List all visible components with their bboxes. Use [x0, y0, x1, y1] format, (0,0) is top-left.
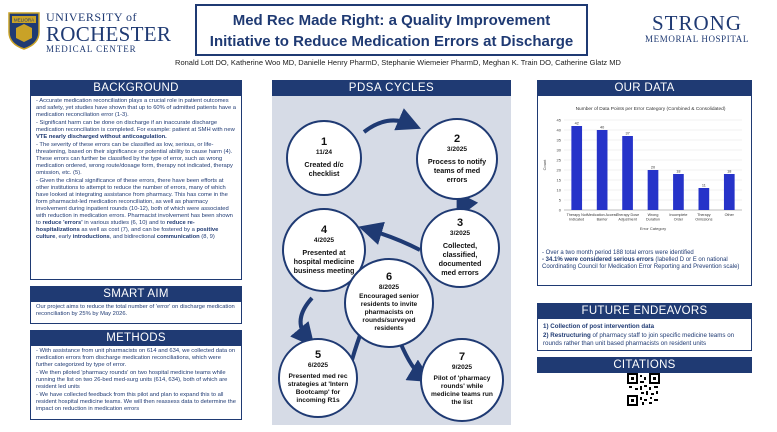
smart-aim-body: Our project aims to reduce the total num… [30, 302, 242, 324]
university-seal-icon: MELIORA [8, 12, 40, 50]
university-line1: UNIVERSITY of [46, 10, 138, 24]
bar [698, 188, 710, 210]
bar-value-label: 11 [702, 184, 706, 188]
y-tick-label: 35 [557, 138, 562, 143]
poster-title: Med Rec Made Right: a Quality Improvemen… [195, 4, 588, 56]
pdsa-heading: PDSA CYCLES [272, 80, 511, 96]
bar-value-label: 18 [727, 170, 731, 174]
left-column: BACKGROUND - Accurate medication reconci… [30, 80, 242, 420]
x-axis-label: Error Category [640, 226, 666, 231]
bar-value-label: 42 [575, 122, 579, 126]
background-paragraph: - Given the clinical significance of the… [36, 177, 233, 241]
title-line2: Initiative to Reduce Medication Errors a… [209, 33, 574, 50]
bar [673, 174, 684, 210]
authors-line: Ronald Lott DO, Katherine Woo MD, Daniel… [175, 58, 621, 67]
pdsa-cycle-1: 1 11/24 Created d/c checklist [286, 120, 362, 196]
right-column: OUR DATA Number of Data Points per Error… [537, 80, 752, 373]
chart-title: Number of Data Points per Error Category… [576, 106, 726, 112]
background-heading: BACKGROUND [30, 80, 242, 96]
bar-value-label: 20 [651, 166, 655, 170]
arrow-3-to-4 [358, 221, 421, 252]
y-tick-label: 0 [559, 208, 562, 213]
arrow-4-to-5 [290, 296, 315, 348]
x-tick-label: Omissions [695, 218, 712, 222]
citations-qr-code-icon[interactable] [627, 373, 660, 406]
x-tick-label: Adjustment [618, 218, 636, 222]
x-tick-label: Therapy [697, 213, 711, 217]
background-paragraph: - The severity of these errors can be cl… [36, 141, 233, 176]
methods-paragraph: - With assistance from unit pharmacists … [36, 348, 236, 369]
svg-text:MELIORA: MELIORA [14, 18, 34, 23]
title-line1: Med Rec Made Right: a Quality Improvemen… [232, 12, 551, 29]
y-tick-label: 25 [557, 158, 562, 163]
methods-heading: METHODS [30, 330, 242, 346]
data-bullet-2: - 34.1% were considered serious errors (… [542, 257, 740, 271]
university-line2: ROCHESTER [46, 22, 172, 46]
future-endeavors-body: 1) Collection of post intervention data … [537, 319, 752, 351]
y-tick-label: 10 [557, 188, 562, 193]
university-line3: MEDICAL CENTER [46, 44, 137, 54]
x-tick-label: Order [674, 218, 684, 222]
y-tick-label: 45 [557, 118, 562, 123]
our-data-heading: OUR DATA [537, 80, 752, 96]
y-tick-label: 15 [557, 178, 562, 183]
x-tick-label: Incomplete [669, 213, 687, 217]
university-of-rochester-logo: MELIORA UNIVERSITY of ROCHESTER MEDICAL … [6, 6, 178, 54]
poster-header: MELIORA UNIVERSITY of ROCHESTER MEDICAL … [0, 0, 777, 70]
pdsa-cycle-6: 6 8/2025 Encouraged senior residents to … [344, 258, 434, 348]
x-tick-label: Wrong [648, 213, 659, 217]
pdsa-cycle-4: 4 4/2025 Presented at hospital medicine … [282, 208, 366, 292]
methods-paragraph: - We then piloted 'pharmacy rounds' on t… [36, 369, 228, 390]
pdsa-panel: PDSA CYCLES 1 11/24 Created d/c checklis… [272, 80, 511, 425]
x-tick-label: Therapy Not [567, 213, 587, 217]
strong-memorial-logo: STRONG MEMORIAL HOSPITAL [622, 12, 772, 52]
our-data-body: Number of Data Points per Error Category… [537, 96, 752, 286]
x-tick-label: Indicated [569, 218, 584, 222]
y-tick-label: 30 [557, 148, 562, 153]
bar-value-label: 37 [625, 132, 629, 136]
bar-value-label: 40 [600, 126, 604, 130]
background-paragraph: - Accurate medication reconciliation pla… [36, 98, 237, 119]
y-axis-label: Count [542, 159, 547, 171]
future-endeavors-heading: FUTURE ENDEAVORS [537, 303, 752, 319]
bar [723, 174, 735, 210]
smart-aim-heading: SMART AIM [30, 286, 242, 302]
background-paragraph: - Significant harm can be done on discha… [36, 119, 235, 140]
arrow-1-to-2 [362, 108, 422, 134]
smart-aim-text: Our project aims to reduce the total num… [36, 304, 235, 318]
pdsa-cycle-7: 7 9/2025 Pilot of 'pharmacy rounds' whil… [420, 338, 504, 422]
data-bullet-1: - Over a two month period 188 total erro… [542, 250, 694, 256]
bar [647, 170, 659, 210]
citations-heading: CITATIONS [537, 357, 752, 373]
pdsa-cycle-5: 5 6/2025 Presented med rec strategies at… [278, 338, 358, 418]
error-category-chart: Number of Data Points per Error Category… [542, 106, 742, 231]
future-item-1: 1) Collection of post intervention data [543, 323, 655, 330]
x-tick-label: Other [725, 213, 735, 217]
bar [571, 126, 583, 210]
our-data-bullets: - Over a two month period 188 total erro… [540, 250, 749, 272]
x-tick-label: Duration [646, 218, 660, 222]
bar-value-label: 18 [676, 170, 680, 174]
arrow-6-to-7 [398, 341, 433, 383]
pdsa-cycle-3: 3 3/2025 Collected, classified, document… [420, 208, 500, 288]
future-item-2: 2) Restructuring of pharmacy staff to jo… [543, 331, 735, 347]
bar [596, 130, 608, 210]
strong-logo-line1: STRONG [651, 11, 742, 35]
bar [622, 136, 633, 210]
methods-paragraph: - We have collected feedback from this p… [36, 391, 236, 412]
strong-logo-line2: MEMORIAL HOSPITAL [645, 34, 749, 44]
pdsa-cycle-2: 2 3/2025 Process to notify teams of med … [416, 118, 498, 200]
y-tick-label: 5 [559, 198, 562, 203]
y-tick-label: 40 [557, 128, 562, 133]
x-tick-label: Therapy Dose [616, 213, 639, 217]
x-tick-label: Medication Access [587, 213, 618, 217]
y-tick-label: 20 [557, 168, 562, 173]
x-tick-label: Barrier [597, 218, 609, 222]
methods-body: - With assistance from unit pharmacists … [30, 346, 242, 420]
background-body: - Accurate medication reconciliation pla… [30, 96, 242, 280]
